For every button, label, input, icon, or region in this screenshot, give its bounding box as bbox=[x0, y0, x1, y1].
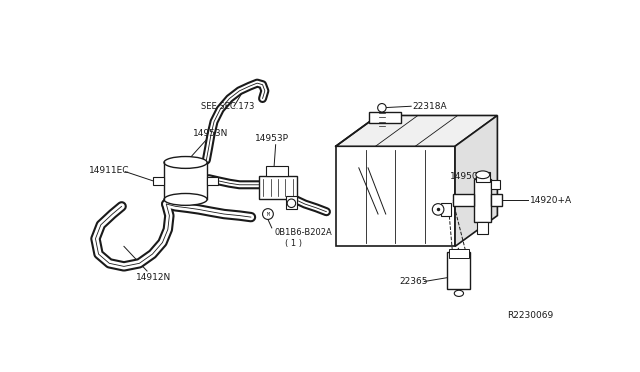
Bar bbox=[259, 176, 297, 199]
Bar bbox=[207, 177, 218, 185]
Polygon shape bbox=[336, 115, 497, 146]
Text: M: M bbox=[266, 212, 269, 217]
Bar bbox=[449, 249, 469, 258]
Circle shape bbox=[378, 103, 386, 112]
Text: SEE SEC.173: SEE SEC.173 bbox=[201, 102, 254, 111]
Bar bbox=[452, 194, 474, 206]
Text: 14950: 14950 bbox=[449, 172, 478, 181]
Polygon shape bbox=[455, 115, 497, 246]
Text: 22365: 22365 bbox=[399, 277, 428, 286]
Text: R2230069: R2230069 bbox=[507, 311, 553, 320]
Text: 22318A: 22318A bbox=[413, 102, 447, 111]
Text: 14920+A: 14920+A bbox=[530, 196, 572, 205]
Text: ( 1 ): ( 1 ) bbox=[285, 239, 302, 248]
Text: 14912N: 14912N bbox=[136, 273, 171, 282]
Bar bbox=[336, 146, 455, 246]
Circle shape bbox=[287, 199, 296, 208]
Circle shape bbox=[433, 203, 444, 215]
Bar bbox=[474, 179, 492, 222]
Text: 0B1B6-B202A: 0B1B6-B202A bbox=[274, 228, 332, 237]
Bar bbox=[441, 203, 451, 216]
Bar bbox=[266, 166, 288, 176]
Text: 14953N: 14953N bbox=[193, 129, 228, 138]
Bar bbox=[369, 112, 401, 123]
Bar bbox=[285, 196, 297, 209]
Text: 14953P: 14953P bbox=[255, 134, 289, 143]
Ellipse shape bbox=[164, 157, 207, 169]
Circle shape bbox=[262, 209, 273, 219]
Ellipse shape bbox=[454, 290, 463, 296]
Text: 14911EC: 14911EC bbox=[88, 166, 129, 174]
Ellipse shape bbox=[476, 171, 490, 179]
Ellipse shape bbox=[164, 193, 207, 205]
Bar bbox=[477, 222, 488, 234]
Polygon shape bbox=[164, 163, 207, 199]
Bar bbox=[153, 177, 164, 185]
Bar bbox=[447, 252, 470, 289]
Bar bbox=[492, 180, 500, 189]
Bar bbox=[476, 173, 490, 182]
Bar bbox=[492, 194, 502, 206]
